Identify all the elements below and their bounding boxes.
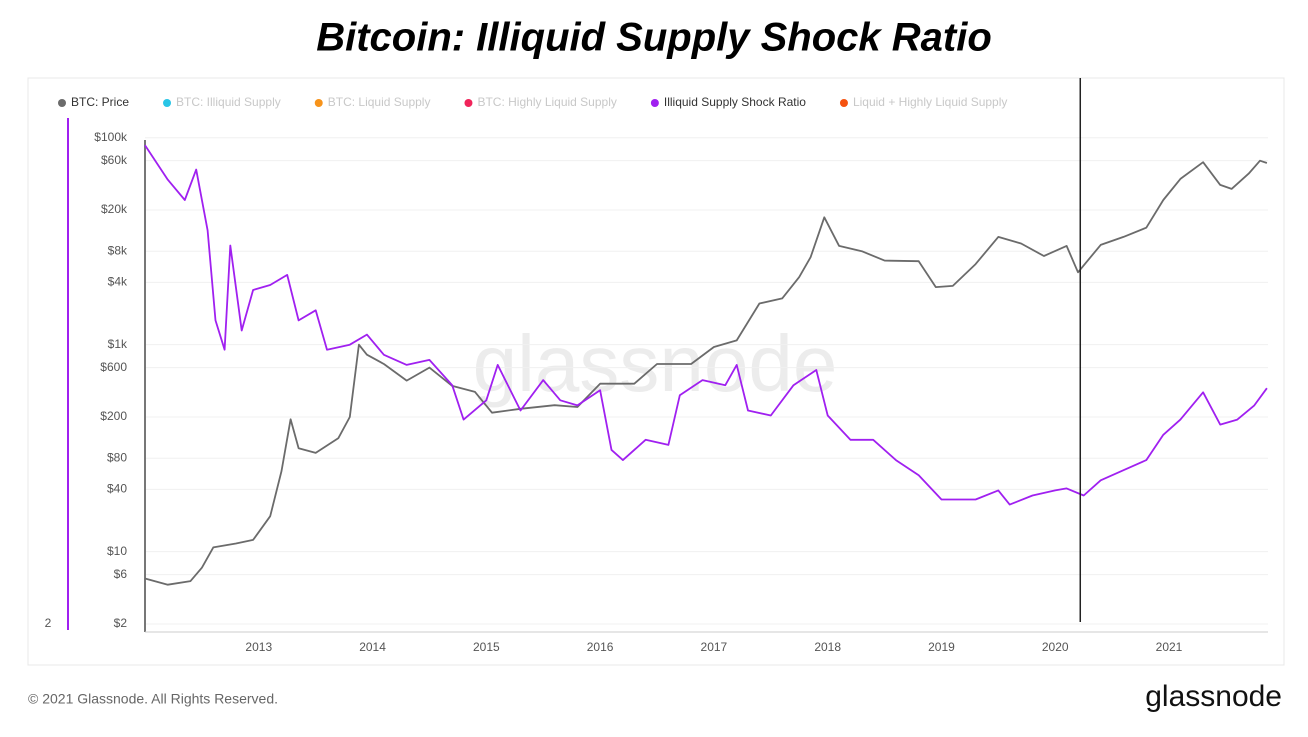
x-tick-label: 2015 (473, 640, 500, 654)
x-tick-label: 2019 (928, 640, 955, 654)
y-tick-label: $6 (114, 567, 128, 581)
y-tick-label: $10 (107, 544, 127, 558)
y-tick-label: $1k (108, 337, 128, 351)
x-tick-label: 2013 (245, 640, 272, 654)
x-tick-label: 2018 (814, 640, 841, 654)
legend-marker (163, 99, 172, 107)
x-tick-label: 2016 (587, 640, 614, 654)
legend-label: BTC: Illiquid Supply (176, 95, 281, 109)
legend-marker (314, 99, 323, 107)
y-tick-label: $100k (94, 130, 128, 144)
x-tick-label: 2021 (1156, 640, 1183, 654)
legend-label: Illiquid Supply Shock Ratio (664, 95, 806, 109)
logo: glassnode (1145, 680, 1282, 713)
legend-label: BTC: Liquid Supply (328, 95, 431, 109)
legend-marker (839, 99, 848, 107)
y-tick-label: $8k (108, 243, 128, 257)
x-tick-label: 2017 (701, 640, 728, 654)
chart-title: Bitcoin: Illiquid Supply Shock Ratio (316, 16, 992, 60)
y-tick-label: $200 (100, 409, 127, 423)
y-tick-label: $600 (100, 360, 127, 374)
series-line (144, 144, 1268, 506)
y-tick-label: $4k (108, 275, 128, 289)
y2-tick-label: 2 (45, 616, 52, 630)
series-line (144, 159, 1268, 586)
legend-marker (464, 99, 473, 107)
legend-label: BTC: Price (71, 95, 129, 109)
footer: © 2021 Glassnode. All Rights Reserved. (28, 691, 278, 707)
x-tick-label: 2020 (1042, 640, 1069, 654)
y-tick-label: $60k (101, 153, 128, 167)
chart-frame (27, 77, 1285, 666)
legend-label: Liquid + Highly Liquid Supply (853, 95, 1007, 109)
legend-marker (650, 99, 659, 107)
y-tick-label: $40 (107, 482, 127, 496)
y-tick-label: $80 (107, 450, 127, 464)
y-tick-label: $20k (101, 202, 128, 216)
x-tick-label: 2014 (359, 640, 386, 654)
legend-marker (58, 99, 66, 107)
y-tick-label: $2 (114, 616, 128, 630)
watermark: glassnode (473, 319, 838, 408)
legend-label: BTC: Highly Liquid Supply (477, 95, 616, 109)
